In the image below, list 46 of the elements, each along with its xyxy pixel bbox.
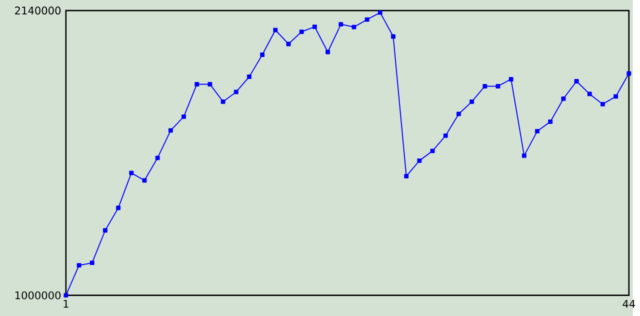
point <box>142 178 147 182</box>
point <box>508 76 514 82</box>
point <box>600 102 605 106</box>
point <box>522 153 526 158</box>
point <box>273 28 278 32</box>
point <box>574 78 579 84</box>
point <box>470 99 474 104</box>
point <box>626 71 632 76</box>
y-tick-label: 1000000 <box>15 291 61 300</box>
point <box>430 148 435 153</box>
point <box>299 29 304 34</box>
point <box>76 262 82 268</box>
point <box>587 92 592 96</box>
point <box>496 84 500 88</box>
point <box>326 50 330 54</box>
point <box>417 158 422 163</box>
point <box>64 292 68 298</box>
point <box>391 34 396 39</box>
point <box>364 17 370 22</box>
point <box>168 128 173 132</box>
x-tick-label: 44 <box>622 300 636 308</box>
point <box>260 52 265 57</box>
point <box>116 205 121 210</box>
point <box>182 114 186 119</box>
point <box>482 84 488 88</box>
point <box>378 10 382 15</box>
point <box>338 22 344 26</box>
point <box>561 96 566 101</box>
point <box>208 82 212 86</box>
point <box>456 112 461 116</box>
point <box>155 156 160 160</box>
point <box>443 133 448 138</box>
point <box>548 119 553 124</box>
point <box>129 170 134 175</box>
point <box>102 228 108 232</box>
point <box>220 99 226 104</box>
point <box>234 90 238 94</box>
point <box>247 74 252 79</box>
x-tick-label: 1 <box>64 300 68 308</box>
point <box>194 82 200 86</box>
point <box>90 260 94 265</box>
point <box>535 128 540 134</box>
y-tick-label: 2140000 <box>15 6 61 14</box>
point <box>404 174 409 178</box>
point <box>312 24 317 29</box>
point <box>614 94 618 98</box>
